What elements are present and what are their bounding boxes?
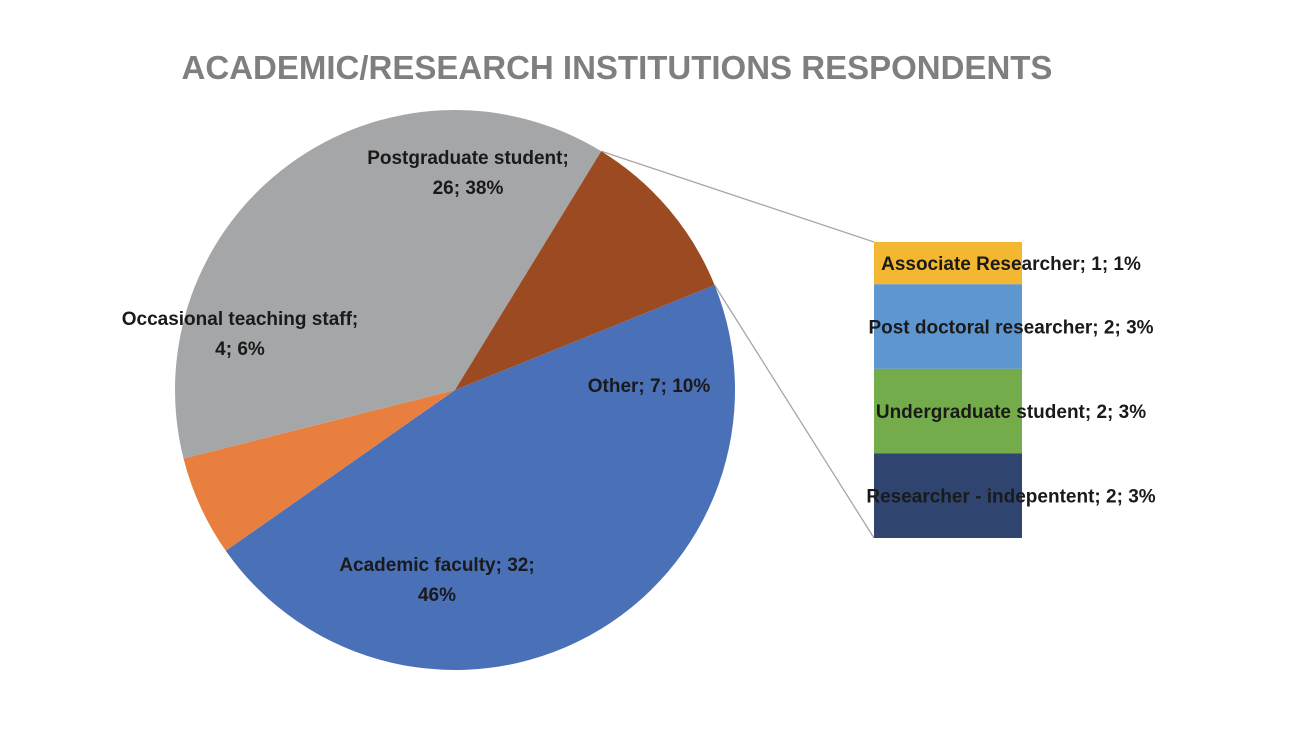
pie-slice-other <box>455 151 715 390</box>
breakdown-label-undergraduate-student: Undergraduate student; 2; 3% <box>876 402 1146 423</box>
breakdown-segment-researcher-indepentent <box>874 453 1022 538</box>
data-label-other: Other; 7; 10% <box>588 376 711 397</box>
data-label-academic-faculty: Academic faculty; 32; 46% <box>339 555 534 606</box>
breakdown-bar <box>874 242 1022 538</box>
breakdown-segment-undergraduate-student <box>874 368 1022 454</box>
pie-slice-academic-faculty <box>225 285 736 671</box>
connector-line-bottom <box>714 284 875 539</box>
breakdown-label-associate-researcher: Associate Researcher; 1; 1% <box>881 254 1141 275</box>
breakdown-segment-associate-researcher <box>874 242 1022 285</box>
breakdown-segment-post-doctoral-researcher <box>874 284 1022 369</box>
chart-title: ACADEMIC/RESEARCH INSTITUTIONS RESPONDEN… <box>182 49 1053 86</box>
connector-lines <box>601 150 875 539</box>
pie-slice-occasional-teaching-staff <box>183 390 455 551</box>
data-label-postgraduate-student: Postgraduate student; 26; 38% <box>367 148 569 199</box>
data-labels: Academic faculty; 32; 46% Occasional teach… <box>122 148 1156 606</box>
pie <box>174 110 736 671</box>
data-label-occasional-teaching-staff: Occasional teaching staff; 4; 6% <box>122 309 359 360</box>
connector-line-top <box>601 150 875 243</box>
pie-slice-postgraduate-student <box>174 110 602 459</box>
breakdown-label-researcher-indepentent: Researcher - indepentent; 2; 3% <box>866 487 1155 508</box>
breakdown-label-post-doctoral-researcher: Post doctoral researcher; 2; 3% <box>868 318 1153 339</box>
